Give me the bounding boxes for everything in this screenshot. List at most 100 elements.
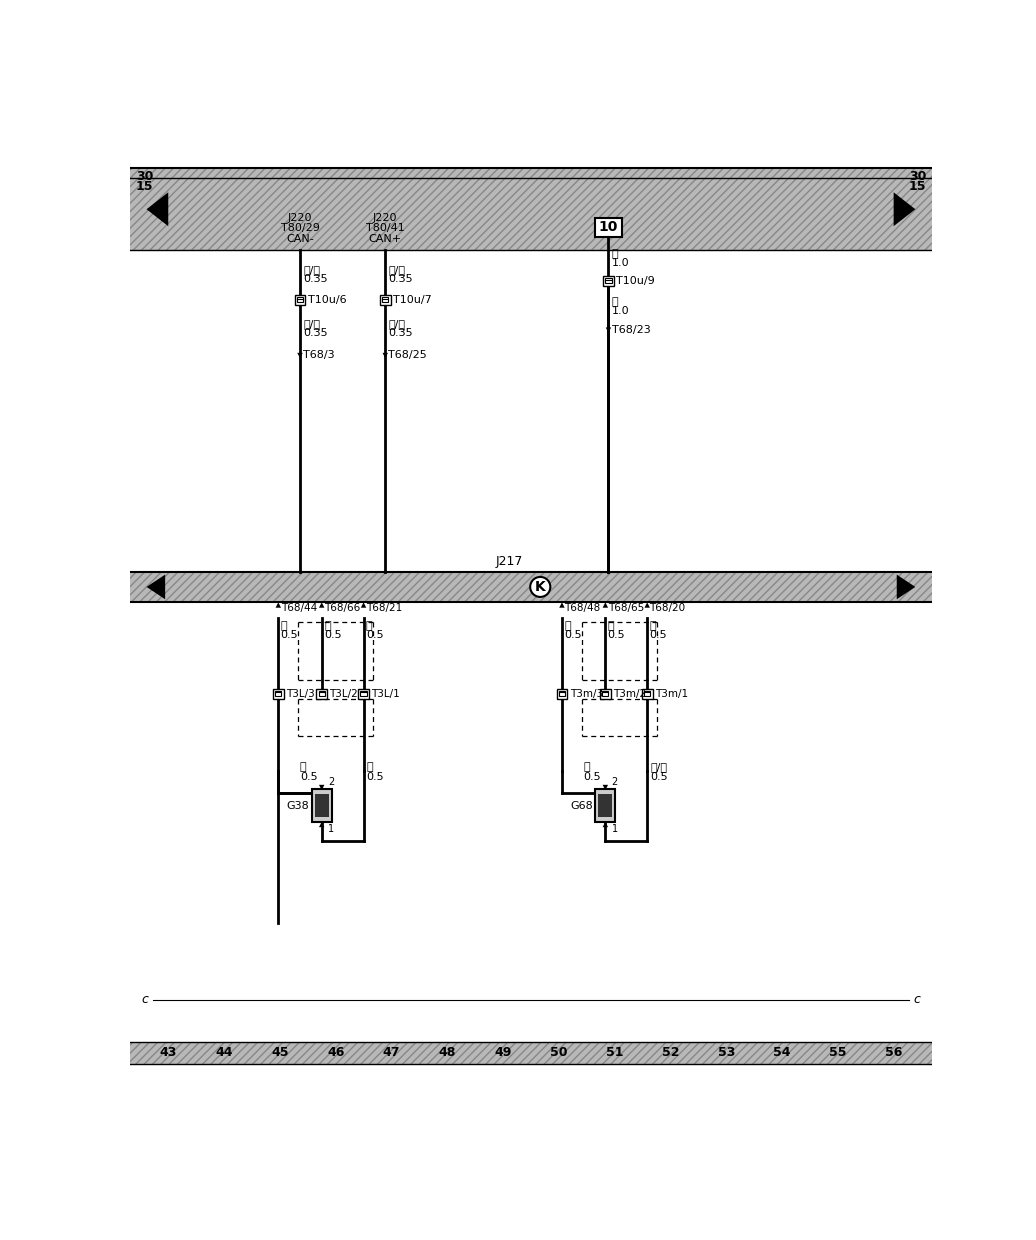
Text: 49: 49 xyxy=(494,1047,512,1059)
Text: 0.5: 0.5 xyxy=(366,630,383,640)
Text: 0.35: 0.35 xyxy=(304,327,327,337)
Bar xyxy=(130,573,932,601)
Polygon shape xyxy=(606,327,611,332)
Text: 45: 45 xyxy=(271,1047,289,1059)
Text: 0.35: 0.35 xyxy=(388,327,413,337)
Text: J217: J217 xyxy=(495,556,523,568)
Text: c: c xyxy=(141,993,148,1006)
Text: T10u/7: T10u/7 xyxy=(393,295,432,305)
Polygon shape xyxy=(894,192,916,226)
Bar xyxy=(130,169,932,250)
Bar xyxy=(276,691,282,696)
Polygon shape xyxy=(276,603,281,608)
Bar xyxy=(319,691,325,696)
Text: T3L/1: T3L/1 xyxy=(371,689,400,699)
Text: 43: 43 xyxy=(160,1047,177,1059)
Text: T68/48: T68/48 xyxy=(565,603,601,613)
Text: 黑: 黑 xyxy=(650,621,656,631)
Text: J220: J220 xyxy=(373,213,398,223)
Bar xyxy=(130,1042,932,1064)
Text: 1: 1 xyxy=(611,825,617,835)
Text: CAN-: CAN- xyxy=(286,233,314,243)
Text: 黄: 黄 xyxy=(583,763,591,773)
Text: 0.5: 0.5 xyxy=(367,773,384,782)
Text: 1: 1 xyxy=(328,825,334,835)
Text: T10u/6: T10u/6 xyxy=(308,295,346,305)
Polygon shape xyxy=(382,353,387,358)
Text: 1.0: 1.0 xyxy=(611,258,629,268)
Text: K: K xyxy=(535,580,546,594)
Text: 15: 15 xyxy=(909,180,926,193)
Bar xyxy=(556,689,568,699)
Polygon shape xyxy=(319,603,324,608)
Text: 30: 30 xyxy=(136,170,153,184)
Bar xyxy=(382,298,388,303)
Text: 2: 2 xyxy=(328,777,335,787)
Bar xyxy=(605,278,611,283)
Text: T68/23: T68/23 xyxy=(611,325,651,335)
Bar xyxy=(294,295,306,305)
Text: T68/65: T68/65 xyxy=(608,603,644,613)
Text: T3L/2: T3L/2 xyxy=(329,689,358,699)
Text: 30: 30 xyxy=(909,170,926,184)
Text: 灰: 灰 xyxy=(300,763,307,773)
Text: 白: 白 xyxy=(324,621,330,631)
Text: 黄: 黄 xyxy=(608,621,614,631)
Polygon shape xyxy=(897,574,916,599)
Text: 0.35: 0.35 xyxy=(388,274,413,284)
Bar xyxy=(297,298,304,303)
Text: 黑/黄: 黑/黄 xyxy=(651,763,667,773)
Polygon shape xyxy=(603,603,608,608)
Text: 黑: 黑 xyxy=(611,298,618,308)
Text: T68/3: T68/3 xyxy=(304,350,335,360)
Text: 0.5: 0.5 xyxy=(300,773,318,782)
Text: G68: G68 xyxy=(570,801,593,811)
Polygon shape xyxy=(146,574,165,599)
Polygon shape xyxy=(644,603,650,608)
Text: 蓝: 蓝 xyxy=(367,763,373,773)
Text: 2: 2 xyxy=(611,777,617,787)
Text: T3m/3: T3m/3 xyxy=(570,689,603,699)
Text: 黑: 黑 xyxy=(611,248,618,258)
Text: 0.5: 0.5 xyxy=(608,630,626,640)
Text: 10: 10 xyxy=(599,221,618,234)
Bar xyxy=(600,689,611,699)
Text: 15: 15 xyxy=(136,180,153,193)
Bar xyxy=(130,169,932,250)
Bar xyxy=(641,689,653,699)
Bar xyxy=(602,691,608,696)
Text: 44: 44 xyxy=(215,1047,233,1059)
Text: 48: 48 xyxy=(438,1047,456,1059)
Bar xyxy=(358,689,369,699)
Text: 黑: 黑 xyxy=(565,621,571,631)
Text: 橙/棕: 橙/棕 xyxy=(304,319,320,329)
Text: 54: 54 xyxy=(773,1047,790,1059)
Text: 56: 56 xyxy=(885,1047,902,1059)
Text: 0.5: 0.5 xyxy=(650,630,667,640)
Bar xyxy=(272,689,284,699)
Text: 0.5: 0.5 xyxy=(324,630,342,640)
Text: 0.5: 0.5 xyxy=(565,630,582,640)
Bar xyxy=(644,691,651,696)
Circle shape xyxy=(530,577,550,596)
Bar xyxy=(595,218,623,237)
Bar xyxy=(599,794,612,817)
Text: 0.35: 0.35 xyxy=(304,274,327,284)
Polygon shape xyxy=(603,822,608,827)
Text: 橙/绿: 橙/绿 xyxy=(388,264,405,275)
Polygon shape xyxy=(603,785,608,790)
Text: 53: 53 xyxy=(718,1047,735,1059)
Text: c: c xyxy=(914,993,921,1006)
Text: 52: 52 xyxy=(662,1047,680,1059)
Text: 1.0: 1.0 xyxy=(611,306,629,316)
Text: T68/66: T68/66 xyxy=(324,603,361,613)
Text: G38: G38 xyxy=(287,801,310,811)
Text: 0.5: 0.5 xyxy=(583,773,601,782)
Text: T80/41: T80/41 xyxy=(366,223,405,233)
Bar xyxy=(130,573,932,601)
Text: T3L/3: T3L/3 xyxy=(286,689,315,699)
Bar xyxy=(558,691,565,696)
Text: T80/29: T80/29 xyxy=(281,223,319,233)
Polygon shape xyxy=(297,353,303,358)
Text: T68/25: T68/25 xyxy=(388,350,427,360)
